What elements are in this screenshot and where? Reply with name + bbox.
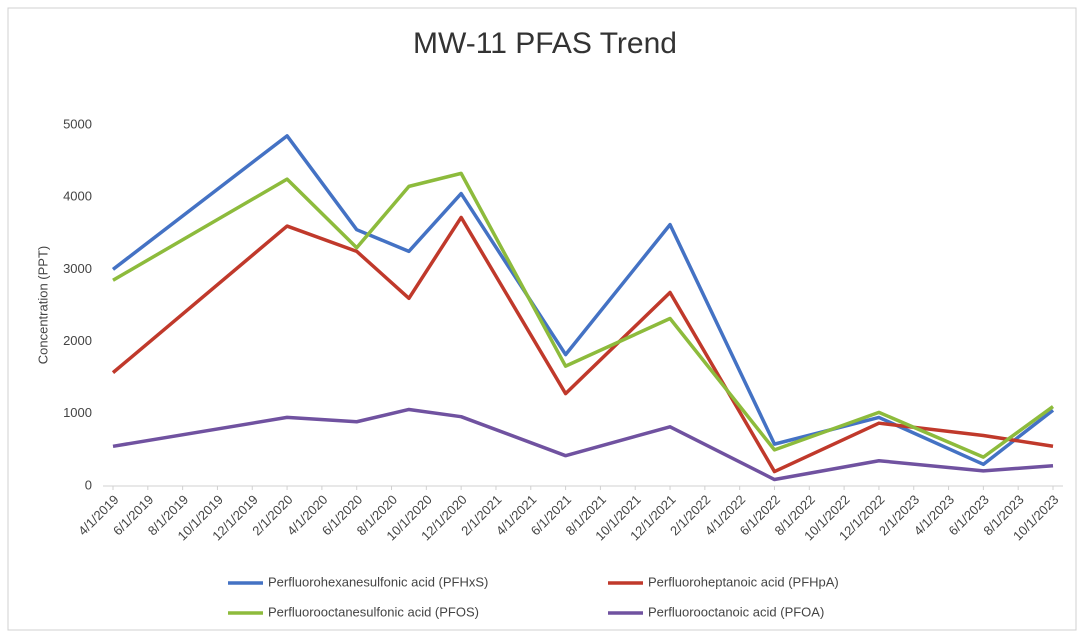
legend-label: Perfluoroheptanoic acid (PFHpA) <box>648 574 839 589</box>
series-line <box>112 171 1055 459</box>
y-tick-label: 0 <box>85 477 92 492</box>
legend-label: Perfluorooctanoic acid (PFOA) <box>648 604 824 619</box>
y-tick-label: 5000 <box>63 116 92 131</box>
y-axis-label: Concentration (PPT) <box>35 246 50 365</box>
legend-label: Perfluorohexanesulfonic acid (PFHxS) <box>268 574 488 589</box>
y-tick-label: 1000 <box>63 405 92 420</box>
chart-title: MW-11 PFAS Trend <box>413 27 677 60</box>
y-tick-label: 3000 <box>63 261 92 276</box>
series-line <box>112 407 1054 482</box>
series-line <box>111 134 1055 467</box>
legend-label: Perfluorooctanesulfonic acid (PFOS) <box>268 604 479 619</box>
y-tick-label: 4000 <box>63 189 92 204</box>
y-tick-label: 2000 <box>63 333 92 348</box>
